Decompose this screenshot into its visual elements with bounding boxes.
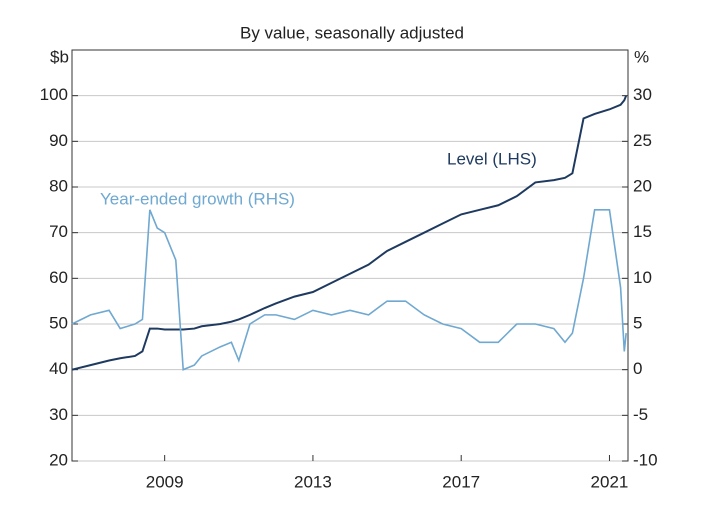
series-line [71,95,628,371]
series-label: Level (LHS) [447,149,537,168]
series-line [71,209,627,371]
y-axis-label: $b [50,47,69,66]
y2-tick-label: 15 [633,222,652,241]
series-label: Year-ended growth (RHS) [100,189,295,208]
y2-tick-label: 30 [633,85,652,104]
x-tick-label: 2021 [591,472,629,491]
y2-tick-label: 10 [633,268,652,287]
x-tick-label: 2017 [442,472,480,491]
y2-tick-label: 25 [633,131,652,150]
y-tick-label: 50 [49,313,68,332]
y2-tick-label: -10 [633,450,658,469]
y-tick-label: 20 [49,450,68,469]
y2-tick-label: 20 [633,176,652,195]
y-tick-label: 30 [49,405,68,424]
y2-tick-label: 0 [633,359,642,378]
plot-frame [71,49,629,462]
y-tick-label: 80 [49,176,68,195]
y2-tick-label: -5 [633,405,648,424]
y-tick-label: 70 [49,222,68,241]
y-tick-label: 60 [49,268,68,287]
y2-tick-label: 5 [633,313,642,332]
y2-axis-label: % [634,47,649,66]
y-tick-label: 40 [49,359,68,378]
chart-title: By value, seasonally adjusted [240,23,464,42]
y-tick-label: 100 [40,85,68,104]
x-tick-label: 2013 [294,472,332,491]
x-tick-label: 2009 [146,472,184,491]
y-tick-label: 90 [49,131,68,150]
